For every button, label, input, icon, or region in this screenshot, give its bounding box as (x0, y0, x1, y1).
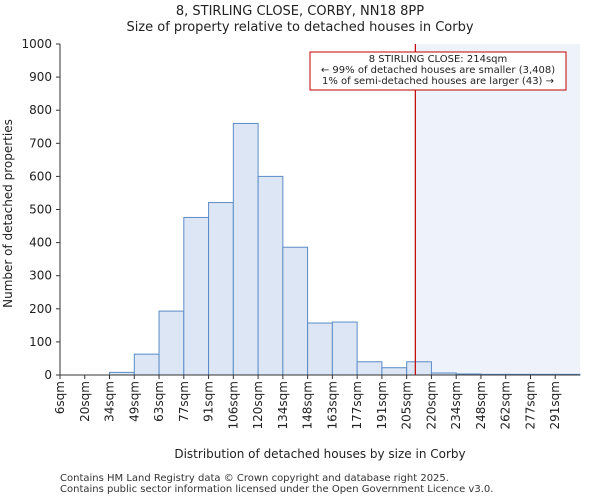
x-tick-label: 220sqm (424, 381, 438, 429)
bar-191sqm (381, 367, 408, 376)
x-axis-label: Distribution of detached houses by size … (174, 447, 465, 461)
annotation-line-1: 8 STIRLING CLOSE: 214sqm (369, 54, 508, 65)
x-tick-label: 248sqm (474, 381, 488, 429)
annotation-line-2: ← 99% of detached houses are smaller (3,… (321, 65, 555, 76)
footer-line-2: Contains public sector information licen… (60, 484, 494, 495)
chart-title: 8, STIRLING CLOSE, CORBY, NN18 8PP (175, 4, 425, 19)
x-tick-label: 191sqm (375, 381, 389, 429)
x-tick-label: 234sqm (449, 381, 463, 429)
y-tick-label: 200 (29, 302, 52, 316)
x-tick-label: 277sqm (523, 381, 537, 429)
bar-148sqm (307, 322, 333, 376)
y-tick-label: 400 (29, 236, 52, 250)
x-tick-label: 34sqm (103, 381, 117, 422)
y-tick-label: 900 (29, 70, 52, 84)
x-tick-label: 163sqm (325, 381, 339, 429)
bar-77sqm (183, 216, 210, 376)
x-tick-label: 291sqm (548, 381, 562, 429)
x-tick-label: 205sqm (400, 381, 414, 429)
y-tick-label: 600 (29, 169, 52, 183)
y-tick-label: 0 (44, 368, 52, 382)
annotation-box: 8 STIRLING CLOSE: 214sqm ← 99% of detach… (309, 51, 567, 91)
bar-120sqm (257, 175, 284, 376)
shaded-region (415, 44, 580, 375)
bar-163sqm (331, 321, 358, 376)
x-tick-label: 63sqm (152, 381, 166, 422)
chart-subtitle: Size of property relative to detached ho… (126, 20, 474, 35)
annotation-line-3: 1% of semi-detached houses are larger (4… (322, 76, 554, 87)
x-tick-label: 49sqm (127, 381, 141, 422)
x-tick-label: 148sqm (301, 381, 315, 429)
x-tick-label: 262sqm (499, 381, 513, 429)
footer-line-1: Contains HM Land Registry data © Crown c… (60, 473, 449, 484)
x-tick-label: 177sqm (350, 381, 364, 429)
x-tick-label: 91sqm (202, 381, 216, 422)
bar-49sqm (133, 353, 160, 376)
y-tick-label: 800 (29, 103, 52, 117)
bar-63sqm (158, 310, 185, 376)
y-tick-label: 1000 (21, 37, 52, 51)
bar-205sqm (406, 361, 432, 376)
bar-134sqm (282, 246, 309, 376)
x-tick-label: 120sqm (251, 381, 265, 429)
bar-91sqm (208, 202, 234, 376)
x-tick-label: 20sqm (78, 381, 92, 422)
x-tick-label: 77sqm (177, 381, 191, 422)
x-tick-label: 6sqm (53, 381, 67, 414)
y-tick-label: 300 (29, 269, 52, 283)
y-tick-label: 100 (29, 335, 52, 349)
y-tick-label: 500 (29, 203, 52, 217)
x-tick-label: 134sqm (276, 381, 290, 429)
bar-177sqm (356, 361, 383, 376)
x-tick-label: 106sqm (226, 381, 240, 429)
y-axis-label: Number of detached properties (1, 119, 15, 308)
bar-106sqm (232, 122, 259, 376)
y-tick-label: 700 (29, 136, 52, 150)
